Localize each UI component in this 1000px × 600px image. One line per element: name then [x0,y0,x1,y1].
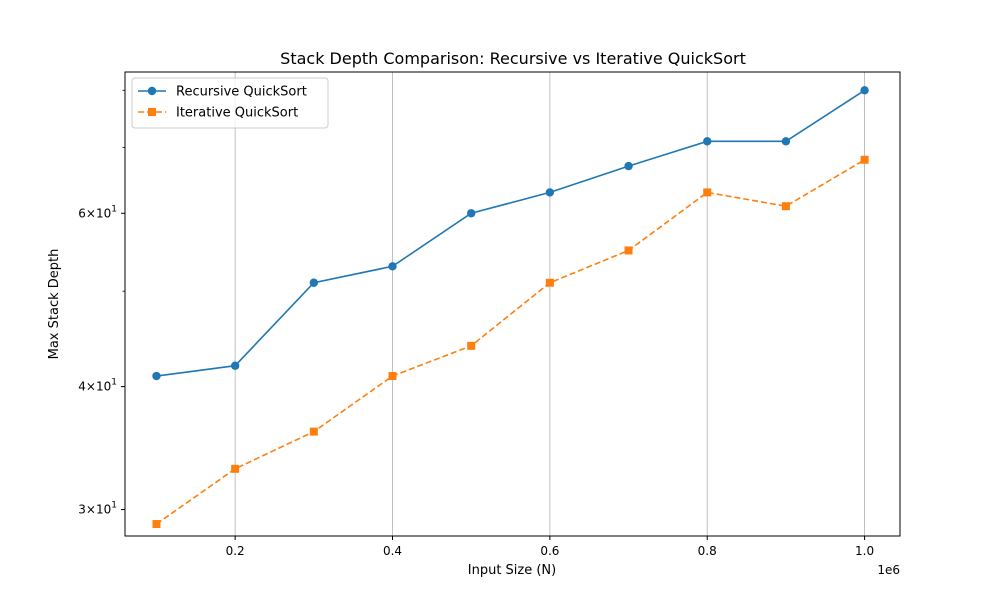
series-iterative [152,155,869,529]
data-point [781,202,790,211]
data-point [781,137,791,146]
data-point [545,188,555,197]
data-point [545,278,554,287]
data-point [231,464,240,473]
plot-frame [124,71,901,537]
x-axis-offset-label: 1e6 [877,563,900,577]
data-point [467,341,476,350]
data-point [152,371,161,381]
data-point [230,361,240,370]
data-point [703,137,712,146]
legend-label: Recursive QuickSort [176,85,307,100]
legend-marker [147,86,157,96]
legend-marker [148,108,156,116]
series-line [156,159,865,525]
legend-box [131,77,329,129]
series-recursive [152,86,869,381]
x-axis-label: Input Size (N) [468,563,556,578]
data-point [624,161,633,171]
y-axis: 3×101 4×101 6×101 [78,89,125,517]
data-point [309,278,319,287]
grid-lines [234,72,865,536]
y-axis-label: Max Stack Depth [47,249,62,360]
y-tick-label: 3×101 [78,501,117,517]
series-line [156,89,866,377]
chart-title: Stack Depth Comparison: Recursive vs Ite… [280,49,746,68]
legend-item: Iterative QuickSort [138,106,298,121]
plot-series [152,86,869,529]
legend: Recursive QuickSort Iterative QuickSort [131,77,329,129]
data-point [388,262,397,271]
legend-label: Iterative QuickSort [176,106,298,121]
data-point [703,188,712,197]
data-point [152,520,161,529]
x-tick-label: 0.4 [383,544,402,558]
y-tick-label: 4×101 [78,378,117,394]
data-point [860,155,869,164]
data-point [388,372,397,381]
x-tick-label: 0.2 [226,544,245,558]
x-tick-label: 1.0 [855,544,874,558]
legend-item: Recursive QuickSort [138,85,307,100]
data-point [309,427,318,436]
data-point [860,86,869,95]
y-tick-label: 6×101 [78,204,117,220]
data-point [624,246,633,255]
x-tick-label: 0.8 [698,544,717,558]
data-point [466,209,476,218]
x-axis: 0.2 0.4 0.6 0.8 1.0 [226,536,874,558]
x-tick-label: 0.6 [540,544,559,558]
